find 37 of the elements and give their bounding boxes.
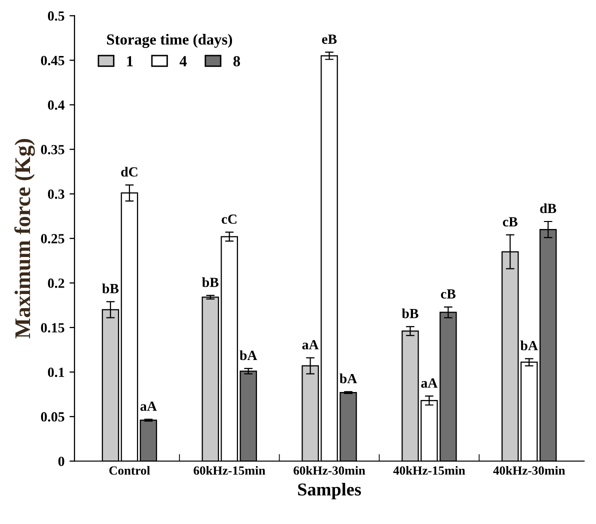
data-label: dB [540,203,556,214]
data-label: aA [140,402,157,411]
x-tick-label: Control [109,466,150,475]
y-tick-label: 0.2 [48,278,64,288]
data-label: bA [520,340,538,350]
data-label: bB [202,277,218,288]
data-label: bB [102,284,119,294]
data-label: bA [240,350,258,360]
data-label: eB [322,34,337,44]
x-tick-label: 60kHz-15min [194,466,266,475]
data-label: bA [340,373,358,384]
x-tick-label: 60kHz-30min [294,466,366,475]
data-label: dC [121,166,138,177]
y-tick-label: 0.5 [48,11,64,21]
data-label: cC [222,214,236,224]
data-label: cB [440,289,456,299]
y-tick-label: 0.25 [41,234,64,244]
y-tick-label: 0.15 [41,323,64,333]
x-tick-label: 40kHz-15min [393,466,466,475]
legend-label: 8 [233,56,240,66]
y-tick-label: 0.45 [41,56,64,66]
x-tick-label: 40kHz-30min [493,466,566,475]
data-label: bB [402,308,418,318]
y-tick-label: 0.05 [41,412,64,422]
x-axis-title: Samples [298,482,361,500]
legend-label: 4 [180,56,187,66]
y-tick-label: 0 [58,456,64,466]
y-axis-title: Maximum force (Kg) [14,139,35,338]
y-tick-label: 0.1 [48,368,64,378]
y-tick-label: 0.35 [41,144,64,154]
data-label: aA [302,340,319,350]
y-tick-label: 0.3 [48,189,64,199]
data-label: cB [502,217,518,226]
data-label: aA [421,378,438,388]
y-tick-label: 0.4 [48,100,65,110]
legend-title: Storage time (days) [107,34,232,48]
legend-label: 1 [127,56,133,66]
